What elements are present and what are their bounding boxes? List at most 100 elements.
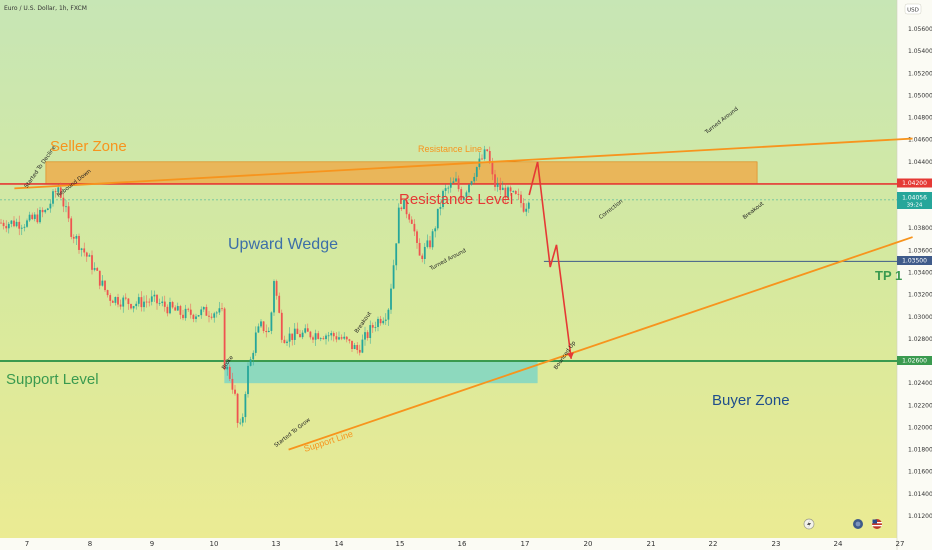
lightning-icon[interactable] [803,518,815,530]
candle-body [416,231,418,243]
candle-body [288,333,291,342]
candle-body [358,349,361,353]
candle-body [174,307,177,311]
candle-body [379,318,382,324]
candle-body [319,338,322,340]
candle-body [374,326,377,328]
candle-body [338,337,340,340]
candle-body [46,208,49,211]
y-tick-label: 1.03200 [908,292,932,299]
y-tick-label: 1.03600 [908,247,932,254]
candle-body [137,297,140,304]
candle-body [270,312,273,331]
candle-body [75,235,78,239]
globe-icon[interactable] [853,519,863,529]
candle-body [182,314,184,319]
currency-button[interactable] [904,3,922,15]
candle-body [491,162,494,175]
candle-body [483,149,486,159]
candle-body [67,206,70,219]
candle-body [228,366,231,379]
candle-body [301,332,304,338]
candle-body [436,208,439,229]
candle-body [20,227,23,229]
support-level-label: Support Level [6,371,99,388]
candle-body [85,252,88,257]
candle-body [520,194,522,204]
y-tick-label: 1.02200 [908,402,932,409]
candle-body [247,365,249,395]
candle-body [91,255,93,270]
candle-body [455,178,457,182]
candle-body [223,308,226,370]
candle-body [403,200,405,210]
candle-body [473,176,476,182]
candle-body [158,302,161,304]
candle-body [163,301,166,307]
y-tick-label: 1.04600 [908,137,932,144]
candle-body [236,393,239,423]
y-tick-label: 1.05200 [908,70,932,77]
candle-body [296,328,299,334]
candle-body [460,189,463,200]
candle-body [465,192,468,197]
time-axis[interactable]: 7 8 9 10 13 14 15 16 17 20 21 22 23 24 27 [25,540,905,548]
upward-wedge-label: Upward Wedge [228,236,338,253]
candle-body [327,335,330,337]
current-price-tag [897,192,932,209]
candle-body [512,190,515,192]
candle-body [130,304,132,309]
candle-body [322,338,325,340]
candle-body [343,336,346,339]
y-tick-label: 1.05600 [908,26,932,33]
candle-body [39,209,41,223]
candle-body [384,319,387,321]
candle-body [0,222,2,224]
candle-body [241,417,244,423]
candle-body [169,302,171,314]
projection-line [528,161,572,359]
candle-body [78,235,80,250]
candle-body [57,187,60,193]
candle-body [156,294,158,304]
y-tick-label: 1.01200 [908,513,932,520]
candle-body [452,181,455,183]
candle-body [351,340,353,350]
candle-body [135,303,138,307]
candle-body [504,187,507,198]
x-tick-label: 13 [272,540,281,548]
candle-body [486,149,489,151]
support-price-text: 1.02600 [902,358,927,365]
us-flag-icon[interactable] [872,519,882,529]
candle-body [413,223,416,232]
y-tick-label: 1.04400 [908,159,932,166]
x-tick-label: 22 [709,540,718,548]
candle-body [33,214,36,220]
candle-body [10,220,13,224]
candle-body [514,190,517,194]
zones [45,161,758,384]
seller-zone-label: Seller Zone [50,138,127,155]
x-tick-label: 24 [834,540,843,548]
candle-body [390,288,392,310]
candle-body [221,308,223,310]
candle-body [215,312,218,314]
candle-body [65,206,67,208]
price-axis[interactable]: 1.05600 1.05400 1.05200 1.05000 1.04800 1.046… [908,26,932,520]
candle-body [213,313,216,318]
y-tick-label: 1.02800 [908,336,932,343]
candle-body [187,308,190,310]
candle-body [124,297,127,299]
candle-body [278,295,281,313]
levels [0,183,897,363]
candle-body [280,312,283,340]
candle-body [325,335,327,340]
candle-body [54,191,57,193]
candle-body [252,352,255,360]
candle-body [192,314,195,319]
y-tick-label: 1.05000 [908,92,932,99]
tp1-price-tag [897,256,932,265]
candle-body [83,248,86,253]
